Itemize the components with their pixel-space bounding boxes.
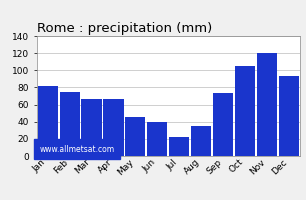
Text: www.allmetsat.com: www.allmetsat.com	[39, 145, 114, 154]
Bar	[279, 76, 299, 156]
Bar	[213, 93, 233, 156]
Bar	[257, 53, 277, 156]
Bar	[235, 66, 255, 156]
Bar	[147, 122, 167, 156]
Bar	[169, 137, 189, 156]
Bar	[125, 117, 145, 156]
Text: Rome : precipitation (mm): Rome : precipitation (mm)	[37, 22, 212, 35]
Bar	[103, 99, 124, 156]
Bar	[81, 99, 102, 156]
Bar	[60, 92, 80, 156]
Bar	[38, 86, 58, 156]
Bar	[191, 126, 211, 156]
